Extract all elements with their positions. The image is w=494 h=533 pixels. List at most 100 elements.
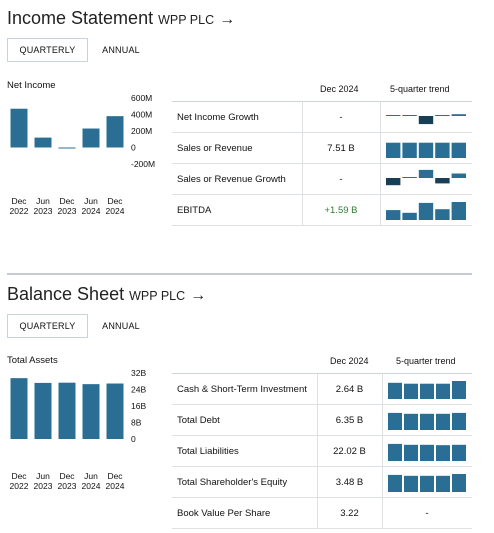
tab-annual[interactable]: ANNUAL <box>102 321 140 331</box>
row-value: 3.22 <box>340 508 359 519</box>
sparkline-bar <box>452 381 466 399</box>
sparkline-bar <box>402 115 417 116</box>
sparkline-bar <box>452 444 466 461</box>
sparkline-bar <box>418 202 434 220</box>
table-row: Net Income Growth - <box>172 102 472 133</box>
total-assets-bar-chart: Dec2022Jun2023Dec2023Jun2024Dec202432B24… <box>10 368 147 491</box>
chart-bar[interactable] <box>58 147 76 149</box>
x-tick-label: 2024 <box>82 481 101 491</box>
x-tick-label: Jun <box>84 196 98 206</box>
chart-bar[interactable] <box>58 382 76 439</box>
y-tick-label: 8B <box>131 418 142 428</box>
x-tick-label: 2023 <box>58 481 77 491</box>
chart-bar[interactable] <box>82 128 100 148</box>
chart-bar[interactable] <box>82 384 100 439</box>
column-divider <box>380 102 381 226</box>
sparkline-bar <box>452 412 466 430</box>
sparkline-bar <box>404 475 418 492</box>
section-divider <box>7 273 472 275</box>
x-tick-label: 2023 <box>34 481 53 491</box>
x-tick-label: 2022 <box>10 481 29 491</box>
column-divider <box>317 374 318 529</box>
sparkline-bar <box>386 142 401 158</box>
row-value: - <box>339 174 343 185</box>
sparkline-bar <box>451 202 466 220</box>
sparkline-bar <box>386 115 401 116</box>
sparkline-svg <box>386 202 466 220</box>
chart-bar[interactable] <box>106 116 124 148</box>
y-tick-label: 16B <box>131 401 146 411</box>
sparkline-bar <box>435 142 450 158</box>
tab-annual[interactable]: ANNUAL <box>102 45 140 55</box>
sparkline-bar <box>420 475 434 492</box>
sparkline-bar <box>436 475 450 492</box>
table-row: Total Debt 6.35 B <box>172 405 472 436</box>
sparkline-bar <box>402 142 417 158</box>
sparkline-bar <box>388 412 402 430</box>
trend-sparkline <box>380 102 472 132</box>
row-label: Total Liabilities <box>177 446 239 457</box>
balance-sheet-heading[interactable]: Balance Sheet WPP PLC → <box>7 284 206 305</box>
sparkline-bar <box>420 383 434 399</box>
balance-table: Dec 2024 5-quarter trend Cash & Short-Te… <box>172 348 472 529</box>
row-label: EBITDA <box>177 205 212 216</box>
sparkline-svg <box>388 412 466 430</box>
row-label: Book Value Per Share <box>177 508 271 519</box>
column-divider <box>382 374 383 529</box>
tab-quarterly[interactable]: QUARTERLY <box>7 314 88 338</box>
sparkline-bar <box>388 474 402 492</box>
row-value: 7.51 B <box>327 143 355 154</box>
chart-bar[interactable] <box>34 137 52 148</box>
row-label: Total Shareholder's Equity <box>177 477 288 488</box>
sparkline-svg <box>386 114 466 125</box>
sparkline-bar <box>404 444 418 461</box>
trend-sparkline <box>382 405 472 435</box>
y-tick-label: 600M <box>131 93 152 103</box>
chart-bar[interactable] <box>34 382 52 439</box>
x-tick-label: Dec <box>107 471 123 481</box>
arrow-right-icon: → <box>190 287 207 304</box>
table-header: Dec 2024 5-quarter trend <box>172 348 472 374</box>
period-header: Dec 2024 <box>330 356 369 366</box>
y-tick-label: 24B <box>131 385 146 395</box>
trend-sparkline <box>380 133 472 163</box>
chart-bar[interactable] <box>106 383 124 439</box>
sparkline-bar <box>386 178 401 186</box>
sparkline-bar <box>451 114 466 116</box>
y-tick-label: 200M <box>131 126 152 136</box>
income-statement-heading[interactable]: Income Statement WPP PLC → <box>7 8 235 29</box>
sparkline-bar <box>386 210 401 220</box>
sparkline-bar <box>435 178 450 184</box>
y-tick-label: -200M <box>131 159 155 169</box>
trend-sparkline <box>382 467 472 497</box>
x-tick-label: Dec <box>11 471 27 481</box>
table-row: EBITDA +1.59 B <box>172 195 472 226</box>
trend-sparkline <box>380 195 472 225</box>
table-row: Book Value Per Share 3.22 - <box>172 498 472 529</box>
sparkline-bar <box>418 142 434 158</box>
chart-bar[interactable] <box>10 378 28 439</box>
sparkline-svg <box>386 142 466 158</box>
sparkline-bar <box>402 177 417 178</box>
table-row: Cash & Short-Term Investment 2.64 B <box>172 374 472 405</box>
sparkline-bar <box>402 212 417 220</box>
sparkline-bar <box>418 116 434 125</box>
tab-quarterly[interactable]: QUARTERLY <box>7 38 88 62</box>
trend-header: 5-quarter trend <box>390 84 450 94</box>
period-header: Dec 2024 <box>320 84 359 94</box>
sparkline-bar <box>404 383 418 399</box>
row-value: 3.48 B <box>335 477 364 488</box>
x-tick-label: 2024 <box>82 206 101 216</box>
y-tick-label: 0 <box>131 434 136 444</box>
trend-sparkline <box>382 374 472 404</box>
section-title: Balance Sheet <box>7 284 125 304</box>
sparkline-bar <box>420 413 434 430</box>
row-value: 6.35 B <box>335 415 364 426</box>
trend-sparkline: - <box>382 498 472 528</box>
sparkline-bar <box>418 169 434 178</box>
x-tick-label: 2023 <box>34 206 53 216</box>
sparkline-bar <box>451 173 466 178</box>
x-tick-label: Dec <box>59 196 75 206</box>
chart-bar[interactable] <box>10 108 28 148</box>
x-tick-label: Dec <box>59 471 75 481</box>
